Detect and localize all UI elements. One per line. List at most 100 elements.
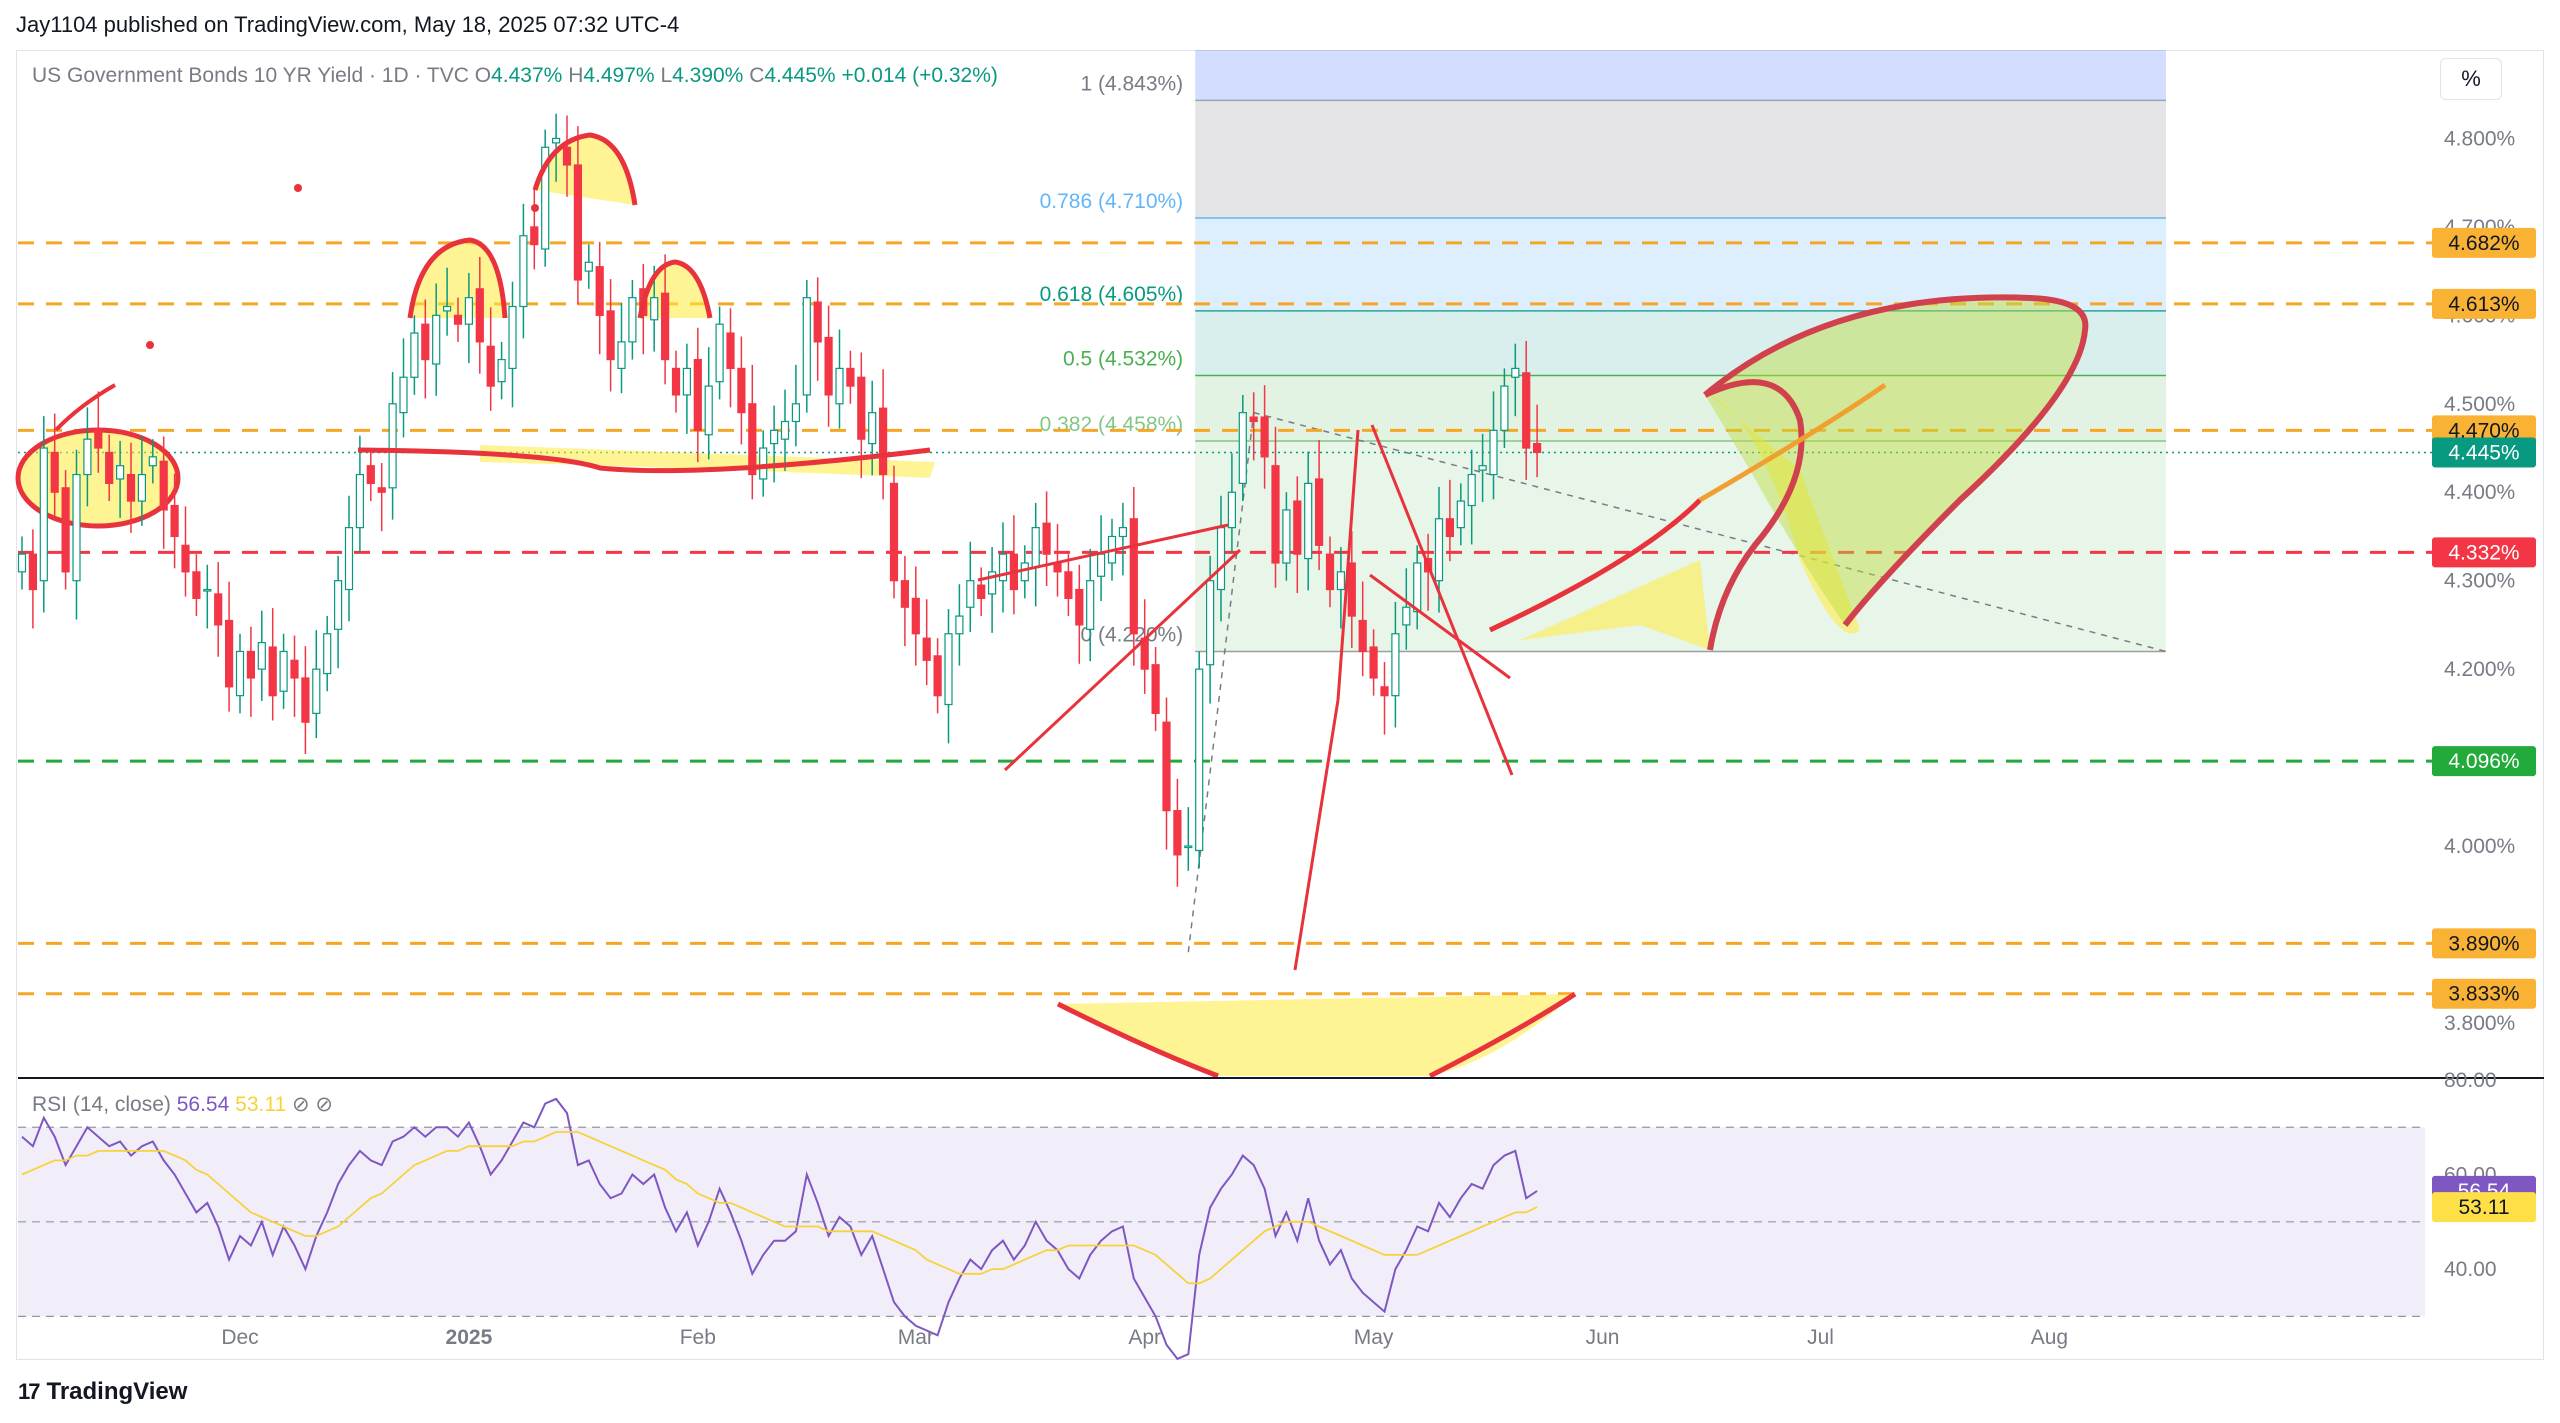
candle-body bbox=[606, 310, 615, 361]
candle-body bbox=[50, 451, 59, 493]
drawn-stroke bbox=[54, 383, 116, 432]
hand-drawings[interactable] bbox=[15, 135, 2086, 1076]
candle-body bbox=[1532, 442, 1542, 454]
candle-body bbox=[181, 544, 190, 573]
rsi-title: RSI (14, close) bbox=[32, 1093, 171, 1116]
candle-body bbox=[1391, 633, 1400, 697]
candle-body bbox=[61, 487, 70, 573]
drawn-arc bbox=[637, 259, 713, 319]
candle-body bbox=[334, 580, 343, 630]
candle-body bbox=[835, 367, 844, 405]
symbol-title: US Government Bonds 10 YR Yield · 1D · T… bbox=[32, 64, 469, 87]
candle-body bbox=[900, 580, 910, 608]
candle-body bbox=[105, 451, 114, 484]
candle-body bbox=[344, 527, 354, 591]
rsi-legend[interactable]: RSI (14, close) 56.54 53.11 ⊘ ⊘ bbox=[32, 1092, 333, 1117]
rsi-ma-line bbox=[21, 1131, 1538, 1285]
fib-band bbox=[1195, 310, 2166, 376]
candle-body bbox=[944, 633, 953, 706]
rsi-ma-badge: 53.11 bbox=[2459, 1196, 2510, 1219]
candle-body bbox=[268, 646, 277, 697]
candle-body bbox=[617, 341, 626, 370]
rally-line bbox=[1336, 429, 1360, 701]
candle-body bbox=[432, 314, 441, 365]
candle-body bbox=[257, 642, 266, 670]
candle-body bbox=[312, 668, 321, 714]
time-axis[interactable]: Dec 2025 Feb Mar Apr May Jun Jul Aug bbox=[221, 1326, 2068, 1349]
horizontal-levels[interactable] bbox=[18, 241, 2440, 996]
symbol-legend[interactable]: US Government Bonds 10 YR Yield · 1D · T… bbox=[32, 64, 998, 88]
candle-body bbox=[1413, 562, 1422, 613]
candle-body bbox=[1238, 412, 1247, 484]
tradingview-logo[interactable]: 17 TradingView bbox=[18, 1378, 187, 1406]
candle-body bbox=[1347, 562, 1356, 617]
tradingview-brand: TradingView bbox=[46, 1378, 188, 1405]
level-badge-bg bbox=[2432, 978, 2536, 1009]
candle-body bbox=[1522, 372, 1531, 449]
candle-body bbox=[660, 292, 670, 361]
fib-level-label: 0.5 (4.532%) bbox=[1063, 347, 1183, 370]
tradingview-logo-mark: 17 bbox=[18, 1379, 41, 1404]
candle-body bbox=[1369, 646, 1378, 679]
fibonacci-retracement[interactable]: 1 (4.843%) 0.786 (4.710%) 0.618 (4.605%) 0.… bbox=[1040, 50, 2167, 953]
hidden-icon[interactable]: ⊘ ⊘ bbox=[291, 1093, 334, 1116]
publish-info: Jay1104 published on TradingView.com, Ma… bbox=[16, 12, 680, 37]
rsi-tick-label: 80.00 bbox=[2444, 1069, 2497, 1092]
target-loop bbox=[1703, 294, 2089, 627]
candle-body bbox=[530, 226, 539, 246]
bowl-stroke bbox=[1056, 991, 1577, 1079]
candle-body bbox=[1151, 664, 1160, 714]
fib-band-top bbox=[1195, 50, 2166, 101]
candlestick-series bbox=[17, 113, 1542, 887]
candle-body bbox=[824, 336, 833, 396]
change-value: +0.014 (+0.32%) bbox=[841, 64, 998, 87]
candle-body bbox=[551, 137, 561, 144]
candle-body bbox=[1227, 491, 1237, 529]
channel-line bbox=[1370, 424, 1514, 776]
candle-body bbox=[933, 655, 942, 697]
level-badge: 3.833% bbox=[2448, 983, 2519, 1006]
highlight-head bbox=[535, 135, 635, 205]
candle-body bbox=[846, 367, 855, 387]
candle-body bbox=[1118, 527, 1128, 538]
time-tick-label: 2025 bbox=[446, 1326, 493, 1349]
price-tick-label: 4.800% bbox=[2444, 127, 2515, 150]
candle-body bbox=[399, 376, 408, 414]
candle-body bbox=[1075, 588, 1084, 626]
price-tick-label: 4.500% bbox=[2444, 393, 2515, 416]
candle-body bbox=[246, 650, 255, 679]
candle-body bbox=[541, 146, 550, 250]
candle-body bbox=[301, 677, 310, 723]
time-tick-label: Feb bbox=[680, 1326, 716, 1349]
unit-toggle-button[interactable]: % bbox=[2440, 58, 2502, 100]
candle-body bbox=[1064, 571, 1073, 599]
level-badge-bg bbox=[2432, 928, 2536, 959]
candle-body bbox=[1304, 482, 1313, 560]
time-tick-label: Aug bbox=[2031, 1326, 2068, 1349]
close-value: 4.445% bbox=[764, 64, 836, 87]
neckline-stroke bbox=[357, 447, 931, 474]
hand-drawings-overlay[interactable] bbox=[54, 132, 2089, 1079]
high-value: 4.497% bbox=[583, 64, 655, 87]
candle-body bbox=[628, 297, 637, 343]
open-label: O bbox=[474, 64, 492, 87]
candle-body bbox=[508, 305, 517, 370]
candle-body bbox=[868, 412, 877, 445]
price-tick-label: 4.400% bbox=[2444, 481, 2515, 504]
fib-band bbox=[1195, 100, 2166, 219]
chart-frame[interactable] bbox=[16, 50, 2544, 1360]
candle-body bbox=[1293, 500, 1302, 555]
candle-body bbox=[497, 358, 506, 383]
candle-body bbox=[1173, 810, 1182, 856]
candle-body bbox=[857, 376, 866, 440]
candle-body bbox=[366, 465, 375, 484]
fib-level-label: 0.382 (4.458%) bbox=[1040, 413, 1184, 436]
fib-level-label: 1 (4.843%) bbox=[1080, 72, 1183, 95]
candle-body bbox=[977, 584, 986, 599]
candle-body bbox=[290, 659, 299, 679]
highlight-neckline bbox=[480, 445, 935, 478]
candle-body bbox=[355, 473, 364, 529]
candle-body bbox=[1042, 522, 1051, 555]
candle-body bbox=[486, 345, 495, 387]
